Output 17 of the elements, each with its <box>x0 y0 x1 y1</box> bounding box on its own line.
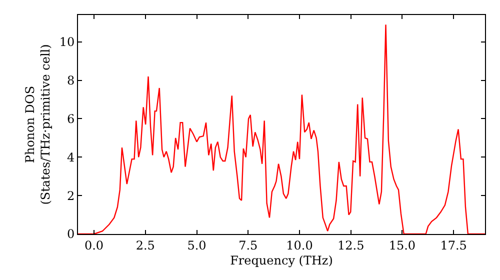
y-tick-label: 4 <box>66 150 75 164</box>
x-tick-label: 12.5 <box>337 238 364 252</box>
x-tick-label: 7.5 <box>238 238 258 252</box>
y-tick-label: 2 <box>66 188 75 203</box>
x-tick-label: 10.0 <box>286 238 313 252</box>
y-tick-label: 6 <box>66 112 75 126</box>
x-tick-label: 15.0 <box>388 238 416 252</box>
y-tick-label: 8 <box>66 74 75 88</box>
line-series <box>78 24 485 234</box>
y-axis-title: Phonon DOS (States/THz·primitive cell) <box>23 44 53 205</box>
y-tick-label: 0 <box>66 227 75 242</box>
x-axis-title: Frequency (THz) <box>230 253 333 268</box>
x-tick-label: 2.5 <box>136 238 155 252</box>
x-tick-label: 17.5 <box>440 238 467 252</box>
x-tick-label: 0.0 <box>84 238 104 252</box>
y-tick-label: 10 <box>59 35 75 50</box>
x-tick-label: 5.0 <box>187 238 206 252</box>
